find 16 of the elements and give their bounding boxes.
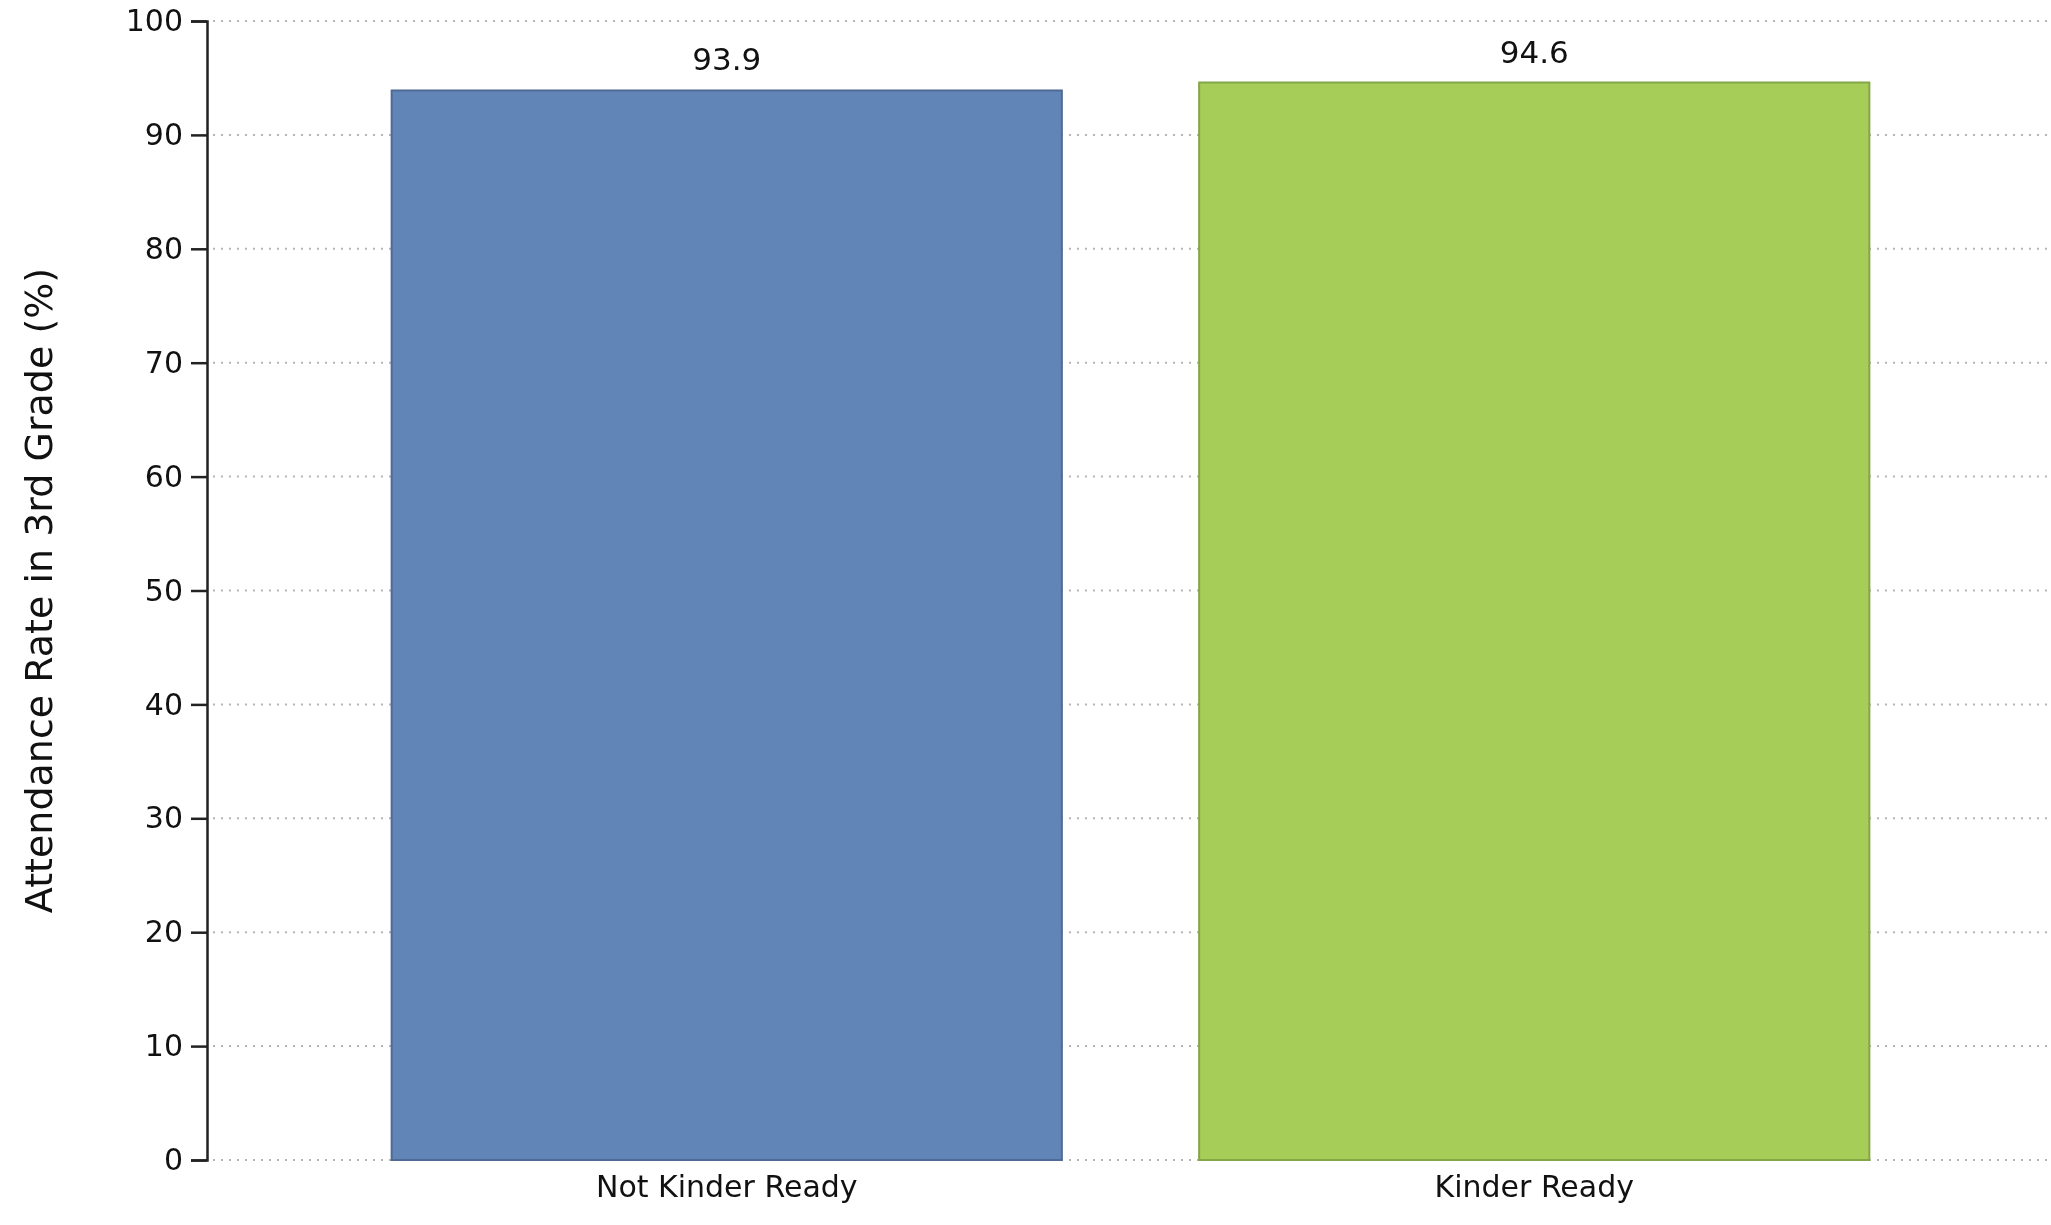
y-tick-label: 20 — [144, 914, 183, 950]
data-label: 93.9 — [692, 41, 762, 78]
y-tick-label: 100 — [125, 3, 183, 39]
y-tick-label: 30 — [144, 800, 183, 836]
y-tick-label: 90 — [144, 117, 183, 152]
y-tick-label: 70 — [144, 344, 183, 380]
data-label: 94.6 — [1499, 33, 1569, 70]
y-tick-label: 10 — [144, 1028, 183, 1064]
y-tick-label: 80 — [144, 230, 183, 266]
y-axis-title: Attendance Rate in 3rd Grade (%) — [17, 267, 61, 914]
y-tick-label: 60 — [144, 458, 183, 494]
x-tick-label: Kinder Ready — [1434, 1169, 1635, 1205]
x-tick-label: Not Kinder Ready — [595, 1169, 858, 1205]
y-tick-label: 50 — [144, 572, 183, 608]
y-tick-label: 40 — [144, 686, 183, 722]
y-tick-label: 0 — [163, 1142, 183, 1178]
